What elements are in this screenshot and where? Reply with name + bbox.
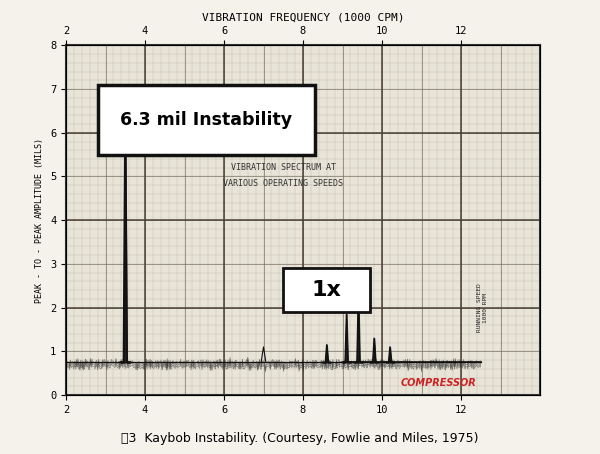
Text: 6.3 mil Instability: 6.3 mil Instability	[120, 111, 292, 128]
Text: VARIOUS OPERATING SPEEDS: VARIOUS OPERATING SPEEDS	[223, 178, 343, 188]
Text: 图3  Kaybob Instability. (Courtesy, Fowlie and Miles, 1975): 图3 Kaybob Instability. (Courtesy, Fowlie…	[121, 432, 479, 445]
Text: 1x: 1x	[312, 280, 341, 300]
Y-axis label: PEAK - TO - PEAK AMPLITUDE (MILS): PEAK - TO - PEAK AMPLITUDE (MILS)	[35, 138, 44, 303]
Text: RUNNING SPEED
1000 RPM: RUNNING SPEED 1000 RPM	[478, 283, 488, 332]
Bar	[98, 85, 315, 155]
Bar	[283, 268, 370, 312]
Text: VIBRATION SPECTRUM AT: VIBRATION SPECTRUM AT	[231, 163, 336, 172]
X-axis label: VIBRATION FREQUENCY (1000 CPM): VIBRATION FREQUENCY (1000 CPM)	[202, 12, 404, 22]
Text: COMPRESSOR: COMPRESSOR	[401, 379, 477, 389]
